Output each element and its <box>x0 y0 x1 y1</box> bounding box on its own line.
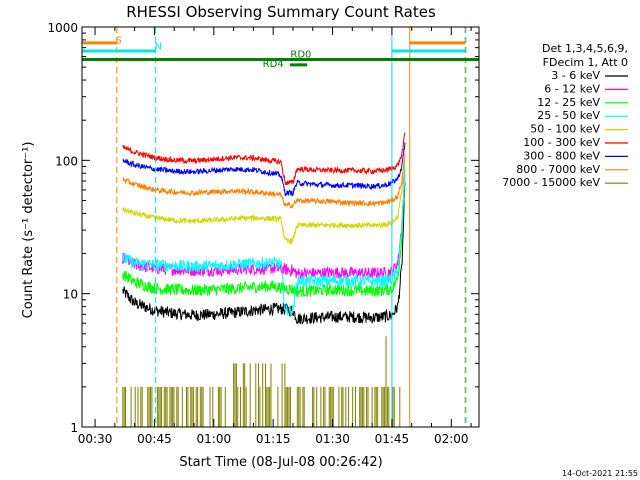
x-axis: 00:30 00:45 01:00 01:15 01:30 01:45 02:00 <box>78 27 472 446</box>
legend-label-25-50-kev: 25 - 50 keV <box>537 109 600 122</box>
series-25-50-kev <box>122 165 406 318</box>
x-tick-label-02-00: 02:00 <box>434 432 469 446</box>
series-300-800-kev <box>122 142 406 196</box>
y-tick-label-10: 10 <box>63 288 78 302</box>
legend-label-100-300-kev: 100 - 300 keV <box>523 136 600 149</box>
plot-frame-layer <box>81 26 480 428</box>
footer-timestamp: 14-Oct-2021 21:55 <box>562 469 638 478</box>
legend-label-300-800-kev: 300 - 800 keV <box>523 149 600 162</box>
legend-header-line-1: Det 1,3,4,5,6,9, <box>542 42 628 55</box>
legend-label-800-7000-kev: 800 - 7000 keV <box>516 163 600 176</box>
x-tick-label-00-45: 00:45 <box>137 432 172 446</box>
y-tick-label-1: 1 <box>70 421 78 435</box>
legend-label-7000-15000-kev: 7000 - 15000 keV <box>502 176 600 189</box>
legend-label-3-6-kev: 3 - 6 keV <box>551 69 600 82</box>
y-axis: 1 10 100 1000 <box>47 21 479 435</box>
annotation-rd4: RD4 <box>263 59 284 70</box>
series-100-300-kev <box>122 132 406 186</box>
annotation-n: N <box>155 41 162 52</box>
x-tick-label-01-15: 01:15 <box>256 432 291 446</box>
legend-header-line-2: FDecim 1, Att 0 <box>543 56 628 69</box>
legend: Det 1,3,4,5,6,9, FDecim 1, Att 0 3 - 6 k… <box>502 42 628 189</box>
series-7000-15000-kev <box>122 336 401 427</box>
annotation-s: S <box>116 36 122 47</box>
y-tick-label-100: 100 <box>55 154 78 168</box>
series-3-6-kev <box>122 182 406 325</box>
legend-label-6-12-kev: 6 - 12 keV <box>544 82 600 95</box>
series-800-7000-kev <box>122 153 406 209</box>
chart-title: RHESSI Observing Summary Count Rates <box>126 3 436 21</box>
series-12-25-kev <box>122 175 406 298</box>
series-6-12-kev <box>122 170 406 280</box>
plot-frame <box>81 26 480 428</box>
plot-area: S N RD0 RD4 <box>82 27 479 427</box>
legend-label-12-25-kev: 12 - 25 keV <box>537 96 600 109</box>
x-tick-label-01-30: 01:30 <box>315 432 350 446</box>
annotation-rd0: RD0 <box>290 50 311 61</box>
plot-inner <box>82 27 479 427</box>
y-tick-label-1000: 1000 <box>47 21 78 35</box>
x-axis-label: Start Time (08-Jul-08 00:26:42) <box>179 455 382 470</box>
x-tick-label-00-30: 00:30 <box>78 432 113 446</box>
x-tick-label-01-00: 01:00 <box>197 432 232 446</box>
x-tick-label-01-45: 01:45 <box>375 432 410 446</box>
y-axis-label: Count Rate (s⁻¹ detector⁻¹) <box>21 142 36 319</box>
series-50-100-kev <box>122 160 406 246</box>
legend-label-50-100-kev: 50 - 100 keV <box>530 123 600 136</box>
